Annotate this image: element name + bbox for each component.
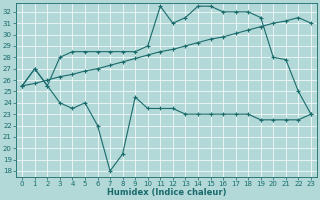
X-axis label: Humidex (Indice chaleur): Humidex (Indice chaleur) bbox=[107, 188, 226, 197]
